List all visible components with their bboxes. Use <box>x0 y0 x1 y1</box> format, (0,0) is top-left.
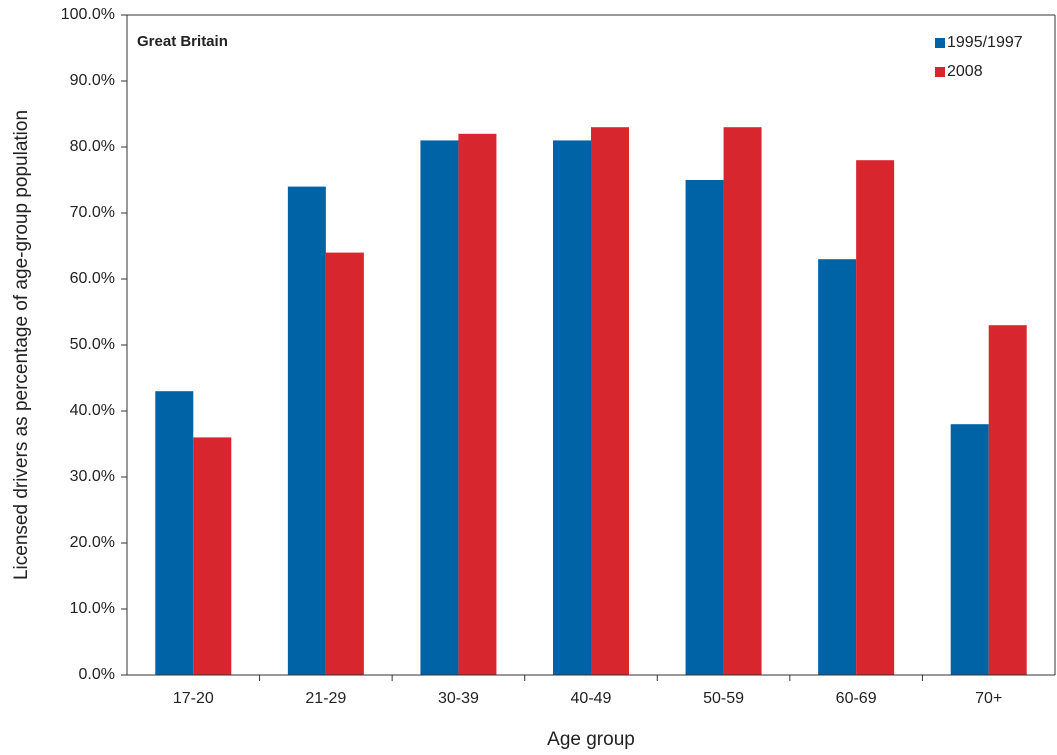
y-tick-label: 90.0% <box>70 72 115 89</box>
x-tick-label: 40-49 <box>571 690 612 707</box>
y-tick-label: 100.0% <box>61 6 115 23</box>
legend-swatch <box>935 67 945 77</box>
x-tick-label: 30-39 <box>438 690 479 707</box>
y-axis-label: Licensed drivers as percentage of age-gr… <box>11 110 32 580</box>
bar <box>420 140 459 675</box>
y-tick-label: 40.0% <box>70 402 115 419</box>
x-axis-label: Age group <box>547 729 635 750</box>
legend-label: 1995/1997 <box>947 34 1023 51</box>
y-tick-label: 50.0% <box>70 336 115 353</box>
y-tick-label: 10.0% <box>70 600 115 617</box>
bar <box>591 127 629 675</box>
x-tick-label: 50-59 <box>703 690 744 707</box>
legend-swatch <box>935 38 945 48</box>
annotation: Great Britain <box>137 33 228 50</box>
x-tick-label: 21-29 <box>305 690 346 707</box>
bar <box>950 424 989 675</box>
bar <box>287 186 326 675</box>
x-tick-label: 70+ <box>975 690 1002 707</box>
x-tick-label: 60-69 <box>836 690 877 707</box>
y-tick-label: 70.0% <box>70 204 115 221</box>
bar <box>155 391 194 675</box>
bar <box>723 127 762 675</box>
bar <box>325 252 364 675</box>
bar <box>458 133 497 676</box>
bar <box>685 180 724 675</box>
bar <box>818 259 857 675</box>
y-tick-label: 0.0% <box>79 666 115 683</box>
y-tick-label: 80.0% <box>70 138 115 155</box>
legend-label: 2008 <box>947 63 983 80</box>
bar <box>988 325 1027 675</box>
y-tick-label: 60.0% <box>70 270 115 287</box>
y-tick-label: 30.0% <box>70 468 115 485</box>
bar <box>193 437 232 675</box>
bar <box>553 140 591 675</box>
y-tick-label: 20.0% <box>70 534 115 551</box>
x-tick-label: 17-20 <box>173 690 214 707</box>
bar <box>856 160 895 675</box>
